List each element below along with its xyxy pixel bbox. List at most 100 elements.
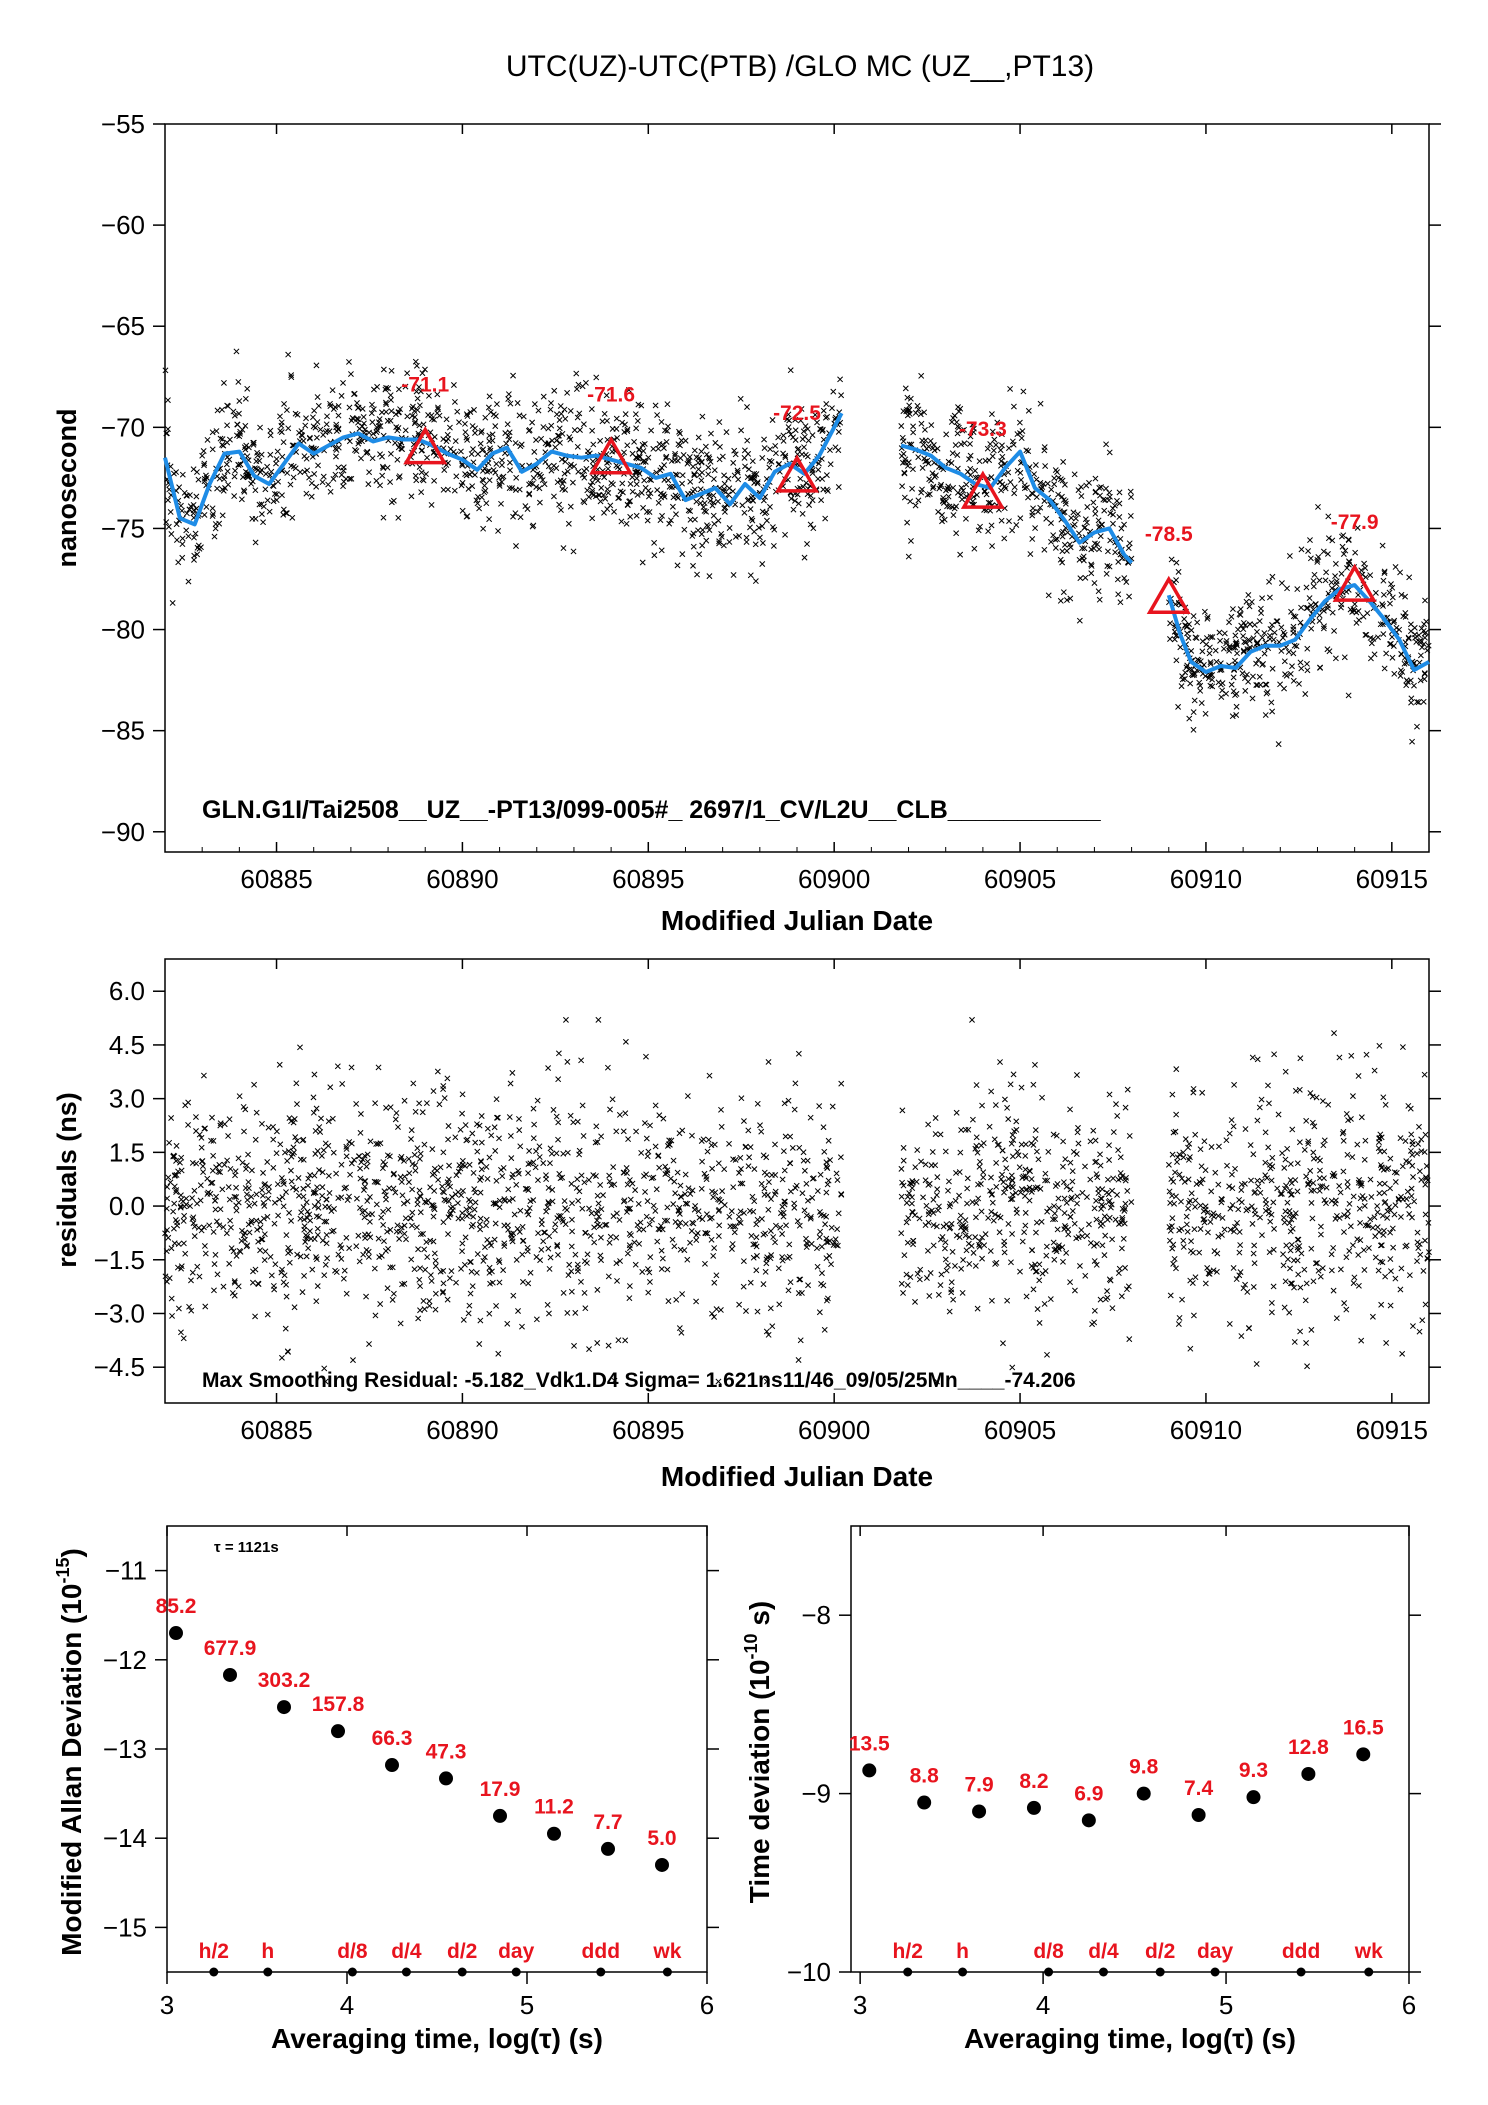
data-point (1197, 682, 1204, 689)
residual-point (551, 1227, 558, 1234)
residual-point (173, 1157, 179, 1164)
data-point (377, 423, 384, 430)
data-point (1066, 541, 1073, 548)
baseline-label: h/2 (893, 1940, 923, 1963)
baseline-label: ddd (582, 1940, 620, 1963)
residual-point (1060, 1179, 1067, 1186)
residual-point (1114, 1112, 1121, 1119)
residual-point (674, 1169, 681, 1176)
data-point (958, 441, 964, 448)
data-point (1001, 535, 1008, 542)
data-point (1059, 477, 1066, 484)
residual-point (557, 1212, 564, 1219)
data-point (564, 468, 571, 475)
data-point (1375, 634, 1381, 641)
residual-point (259, 1236, 266, 1243)
residual-point (581, 1289, 588, 1296)
residual-point (622, 1038, 629, 1045)
residual-point (823, 1255, 830, 1262)
residual-point (199, 1163, 206, 1170)
tdev-y-axis-title: Time deviation (10-10 s) (741, 1601, 775, 1904)
data-point (648, 427, 655, 434)
residual-point (242, 1185, 249, 1192)
residual-point (516, 1115, 522, 1122)
residual-point (929, 1149, 936, 1155)
residual-point (321, 1365, 328, 1372)
data-point (910, 429, 917, 436)
data-point (240, 487, 247, 494)
residual-point (693, 1298, 700, 1305)
residual-point (772, 1191, 778, 1198)
data-point (795, 445, 802, 452)
data-point (1212, 647, 1219, 654)
data-point (804, 541, 810, 547)
residual-point (464, 1213, 470, 1220)
data-point (1095, 517, 1102, 524)
residual-point (588, 1210, 595, 1217)
residual-point (786, 1241, 793, 1248)
residual-point (1169, 1192, 1175, 1199)
data-point (675, 495, 682, 502)
data-point (698, 477, 705, 484)
x-tick-label: 60900 (798, 864, 870, 894)
data-point (633, 481, 640, 488)
data-point (1206, 644, 1213, 651)
residual-point (210, 1152, 217, 1159)
data-point (705, 464, 712, 471)
residual-point (498, 1166, 504, 1173)
data-point (387, 479, 394, 485)
data-point (1029, 509, 1036, 516)
data-point (939, 512, 945, 518)
residual-point (785, 1287, 792, 1294)
data-point (379, 472, 386, 479)
residual-point (1044, 1177, 1051, 1184)
residual-point (899, 1107, 906, 1114)
point-label: 12.8 (1288, 1736, 1329, 1759)
data-point (707, 458, 714, 465)
data-point (416, 384, 422, 391)
residual-point (745, 1127, 752, 1134)
data-point (420, 421, 427, 428)
residual-point (1369, 1313, 1376, 1320)
residual-point (1011, 1128, 1018, 1135)
residual-point (804, 1157, 811, 1164)
data-point (1310, 583, 1317, 590)
residual-point (1204, 1264, 1211, 1271)
residual-point (1387, 1155, 1394, 1162)
data-point (998, 487, 1005, 494)
residual-point (824, 1181, 831, 1188)
residual-point (412, 1167, 419, 1174)
residual-point (189, 1269, 196, 1276)
residual-point (198, 1227, 205, 1234)
residual-point (188, 1277, 194, 1284)
point-label: 13.5 (849, 1732, 890, 1755)
residual-point (1282, 1068, 1289, 1075)
residual-point (1114, 1191, 1121, 1198)
data-point (306, 435, 313, 442)
data-point (241, 488, 248, 495)
residual-point (1035, 1156, 1042, 1163)
data-point (945, 493, 952, 500)
residual-point (314, 1225, 321, 1232)
data-point (535, 407, 542, 414)
data-point (1090, 545, 1097, 552)
data-point (909, 485, 916, 492)
data-point (279, 492, 285, 499)
residual-point (361, 1207, 368, 1214)
data-point (1092, 475, 1099, 482)
residual-point (526, 1205, 533, 1212)
residual-point (459, 1110, 466, 1117)
residual-point (779, 1203, 786, 1210)
data-point (383, 384, 390, 391)
data-point (1181, 616, 1188, 622)
residual-point (1357, 1237, 1364, 1244)
residual-point (1173, 1111, 1180, 1118)
residual-point (417, 1283, 424, 1290)
data-point (379, 463, 386, 470)
residual-point (1073, 1151, 1080, 1157)
residual-point (1418, 1136, 1425, 1143)
residual-point (977, 1158, 983, 1165)
residual-point (938, 1271, 945, 1278)
residual-point (445, 1123, 452, 1129)
data-point (749, 458, 756, 465)
